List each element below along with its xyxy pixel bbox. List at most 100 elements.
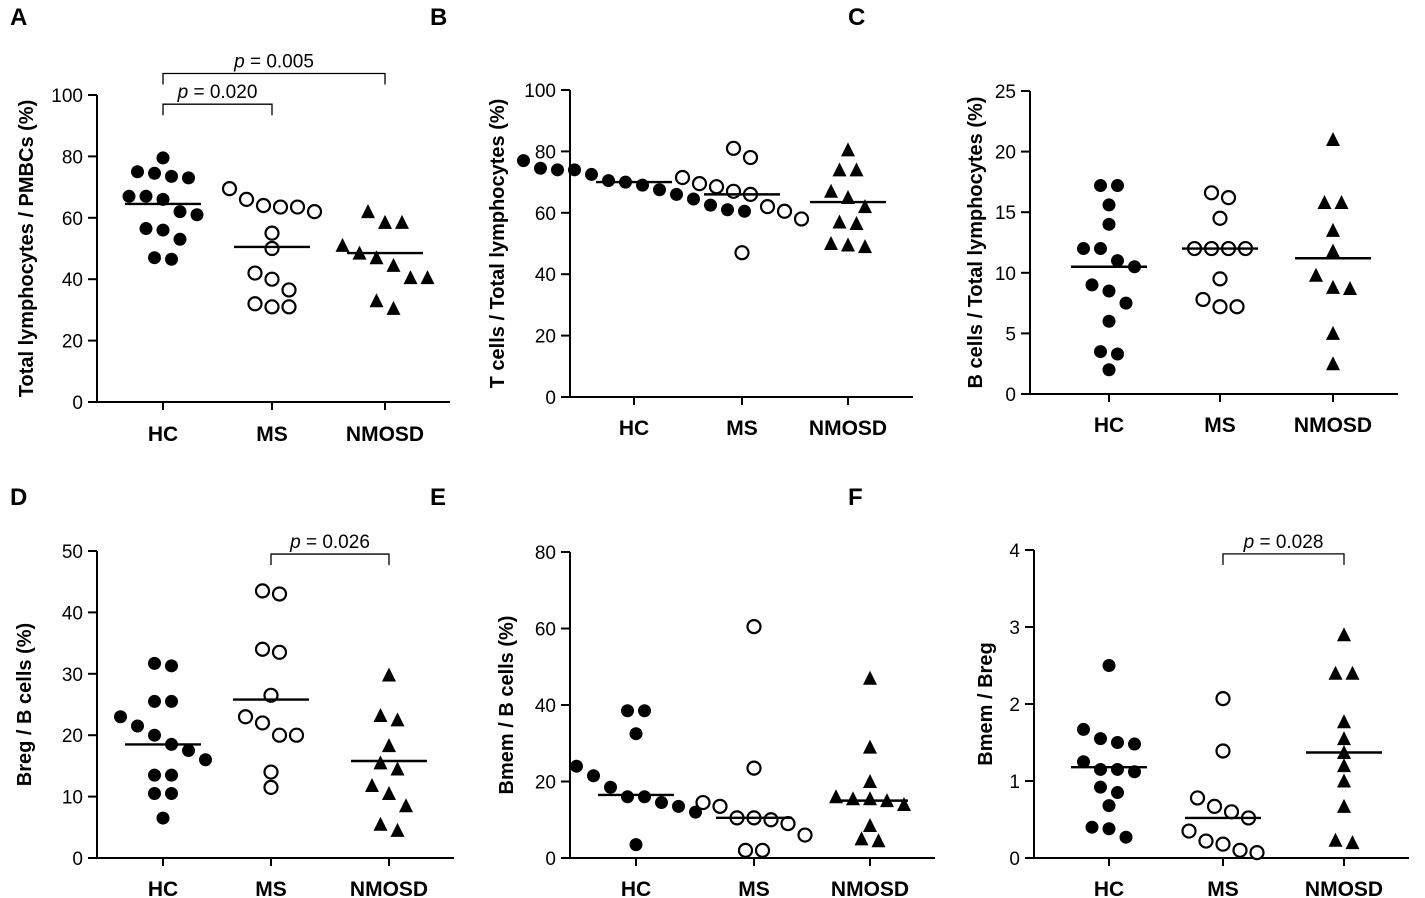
data-point-nmosd (369, 293, 384, 308)
data-point-nmosd (1326, 325, 1340, 340)
data-point-ms (247, 296, 263, 312)
data-point-nmosd (382, 786, 396, 801)
data-point-ms (288, 727, 305, 743)
data-point-hc (199, 753, 212, 767)
y-tick-label: 20 (62, 332, 83, 353)
data-point-nmosd (369, 250, 384, 265)
data-point-nmosd (1345, 665, 1360, 680)
data-point-hc (1111, 762, 1124, 776)
data-point-hc (602, 174, 615, 188)
data-point-hc (534, 161, 547, 175)
data-point-hc (190, 208, 204, 222)
y-axis-label: B cells / Total lymphocytes (%) (965, 97, 987, 389)
y-tick-label: 0 (72, 393, 83, 414)
data-point-ms (254, 583, 271, 599)
p-value-text: = 0.028 (1254, 532, 1323, 553)
y-tick-label: 80 (535, 142, 556, 163)
x-tick-label: NMOSD (1294, 414, 1372, 437)
data-point-ms (221, 181, 238, 197)
data-point-nmosd (841, 189, 855, 204)
data-point-nmosd (1328, 665, 1343, 680)
data-point-nmosd (1326, 243, 1340, 258)
data-point-nmosd (1309, 267, 1323, 282)
p-value-label: p = 0.020 (177, 82, 258, 103)
data-point-hc (638, 704, 651, 718)
data-point-hc (139, 189, 153, 203)
data-point-nmosd (373, 755, 388, 770)
panel-a: A 0 20 40 60 80 100 Total lymphocytes / PMBCs (… (10, 4, 450, 446)
data-point-hc (165, 252, 178, 266)
data-point-nmosd (361, 204, 375, 219)
data-point-ms (255, 197, 272, 214)
data-point-nmosd (1326, 131, 1340, 146)
data-point-ms (1212, 271, 1228, 287)
p-value-text: = 0.005 (245, 52, 314, 73)
p-symbol: p (289, 532, 301, 553)
data-point-hc (1094, 179, 1107, 193)
y-axis-label: Breg / B cells (%) (14, 623, 36, 786)
data-point-hc (165, 169, 178, 183)
data-point-nmosd (832, 162, 847, 177)
significance-bracket (162, 103, 273, 116)
x-tick-label: NMOSD (350, 878, 428, 898)
data-point-ms (1229, 299, 1245, 315)
data-point-ms (1215, 836, 1231, 852)
y-tick-label: 40 (62, 603, 83, 624)
data-point-nmosd (1326, 222, 1340, 237)
data-point-nmosd (373, 708, 388, 723)
data-point-ms (289, 199, 306, 215)
data-point-ms (1181, 823, 1197, 839)
data-point-nmosd (863, 774, 877, 788)
p-value-label: p = 0.005 (233, 52, 314, 73)
data-point-hc (655, 796, 668, 810)
data-point-nmosd (858, 239, 872, 254)
y-axis-label: Total lymphocytes / PMBCs (%) (16, 100, 38, 397)
data-point-ms (254, 641, 271, 657)
data-point-hc (1102, 284, 1116, 298)
data-point-hc (517, 154, 530, 168)
significance-bracket (1222, 553, 1345, 565)
y-axis-label: Bmem / B cells (%) (496, 616, 518, 795)
data-point-ms (695, 794, 711, 811)
data-point-hc (182, 744, 195, 758)
data-point-hc (131, 165, 144, 179)
x-tick-label: MS (726, 417, 758, 440)
data-point-nmosd (335, 237, 350, 252)
y-tick-label: 0 (1009, 849, 1020, 870)
panel-d: D 0 10 20 30 40 50 Breg / B cells (%) HC MS NMOSD p… (10, 484, 454, 898)
y-tick-label: 100 (524, 81, 556, 102)
data-point-nmosd (1337, 627, 1351, 642)
x-tick-label: HC (621, 878, 651, 898)
data-point-nmosd (1334, 195, 1349, 210)
data-point-ms (271, 586, 288, 602)
data-point-nmosd (1337, 731, 1351, 746)
data-point-hc (1085, 278, 1099, 292)
y-tick-label: 4 (1009, 541, 1020, 562)
data-point-hc (629, 838, 643, 852)
p-symbol: p (1243, 532, 1255, 553)
panel-letter: E (430, 484, 446, 511)
y-tick-label: 50 (62, 542, 83, 563)
data-point-hc (636, 178, 649, 192)
data-point-nmosd (395, 214, 409, 229)
data-point-hc (551, 163, 564, 177)
y-axis-label: Bmem / Breg (975, 642, 997, 765)
data-point-hc (585, 167, 598, 181)
data-point-ms (754, 842, 771, 858)
data-point-hc (1077, 755, 1090, 769)
data-point-nmosd (378, 214, 392, 229)
data-point-nmosd (420, 270, 435, 285)
data-point-hc (148, 656, 161, 670)
significance-bracket (270, 553, 390, 566)
data-point-hc (165, 659, 178, 673)
data-point-hc (653, 183, 666, 197)
data-point-nmosd (403, 270, 418, 285)
data-point-ms (1212, 210, 1228, 226)
data-point-hc (1119, 830, 1133, 844)
y-tick-label: 20 (995, 143, 1016, 164)
data-point-hc (131, 719, 144, 733)
data-point-nmosd (1326, 279, 1340, 294)
data-point-ms (1220, 190, 1237, 206)
y-tick-label: 60 (62, 209, 83, 230)
data-point-ms (1206, 798, 1223, 815)
